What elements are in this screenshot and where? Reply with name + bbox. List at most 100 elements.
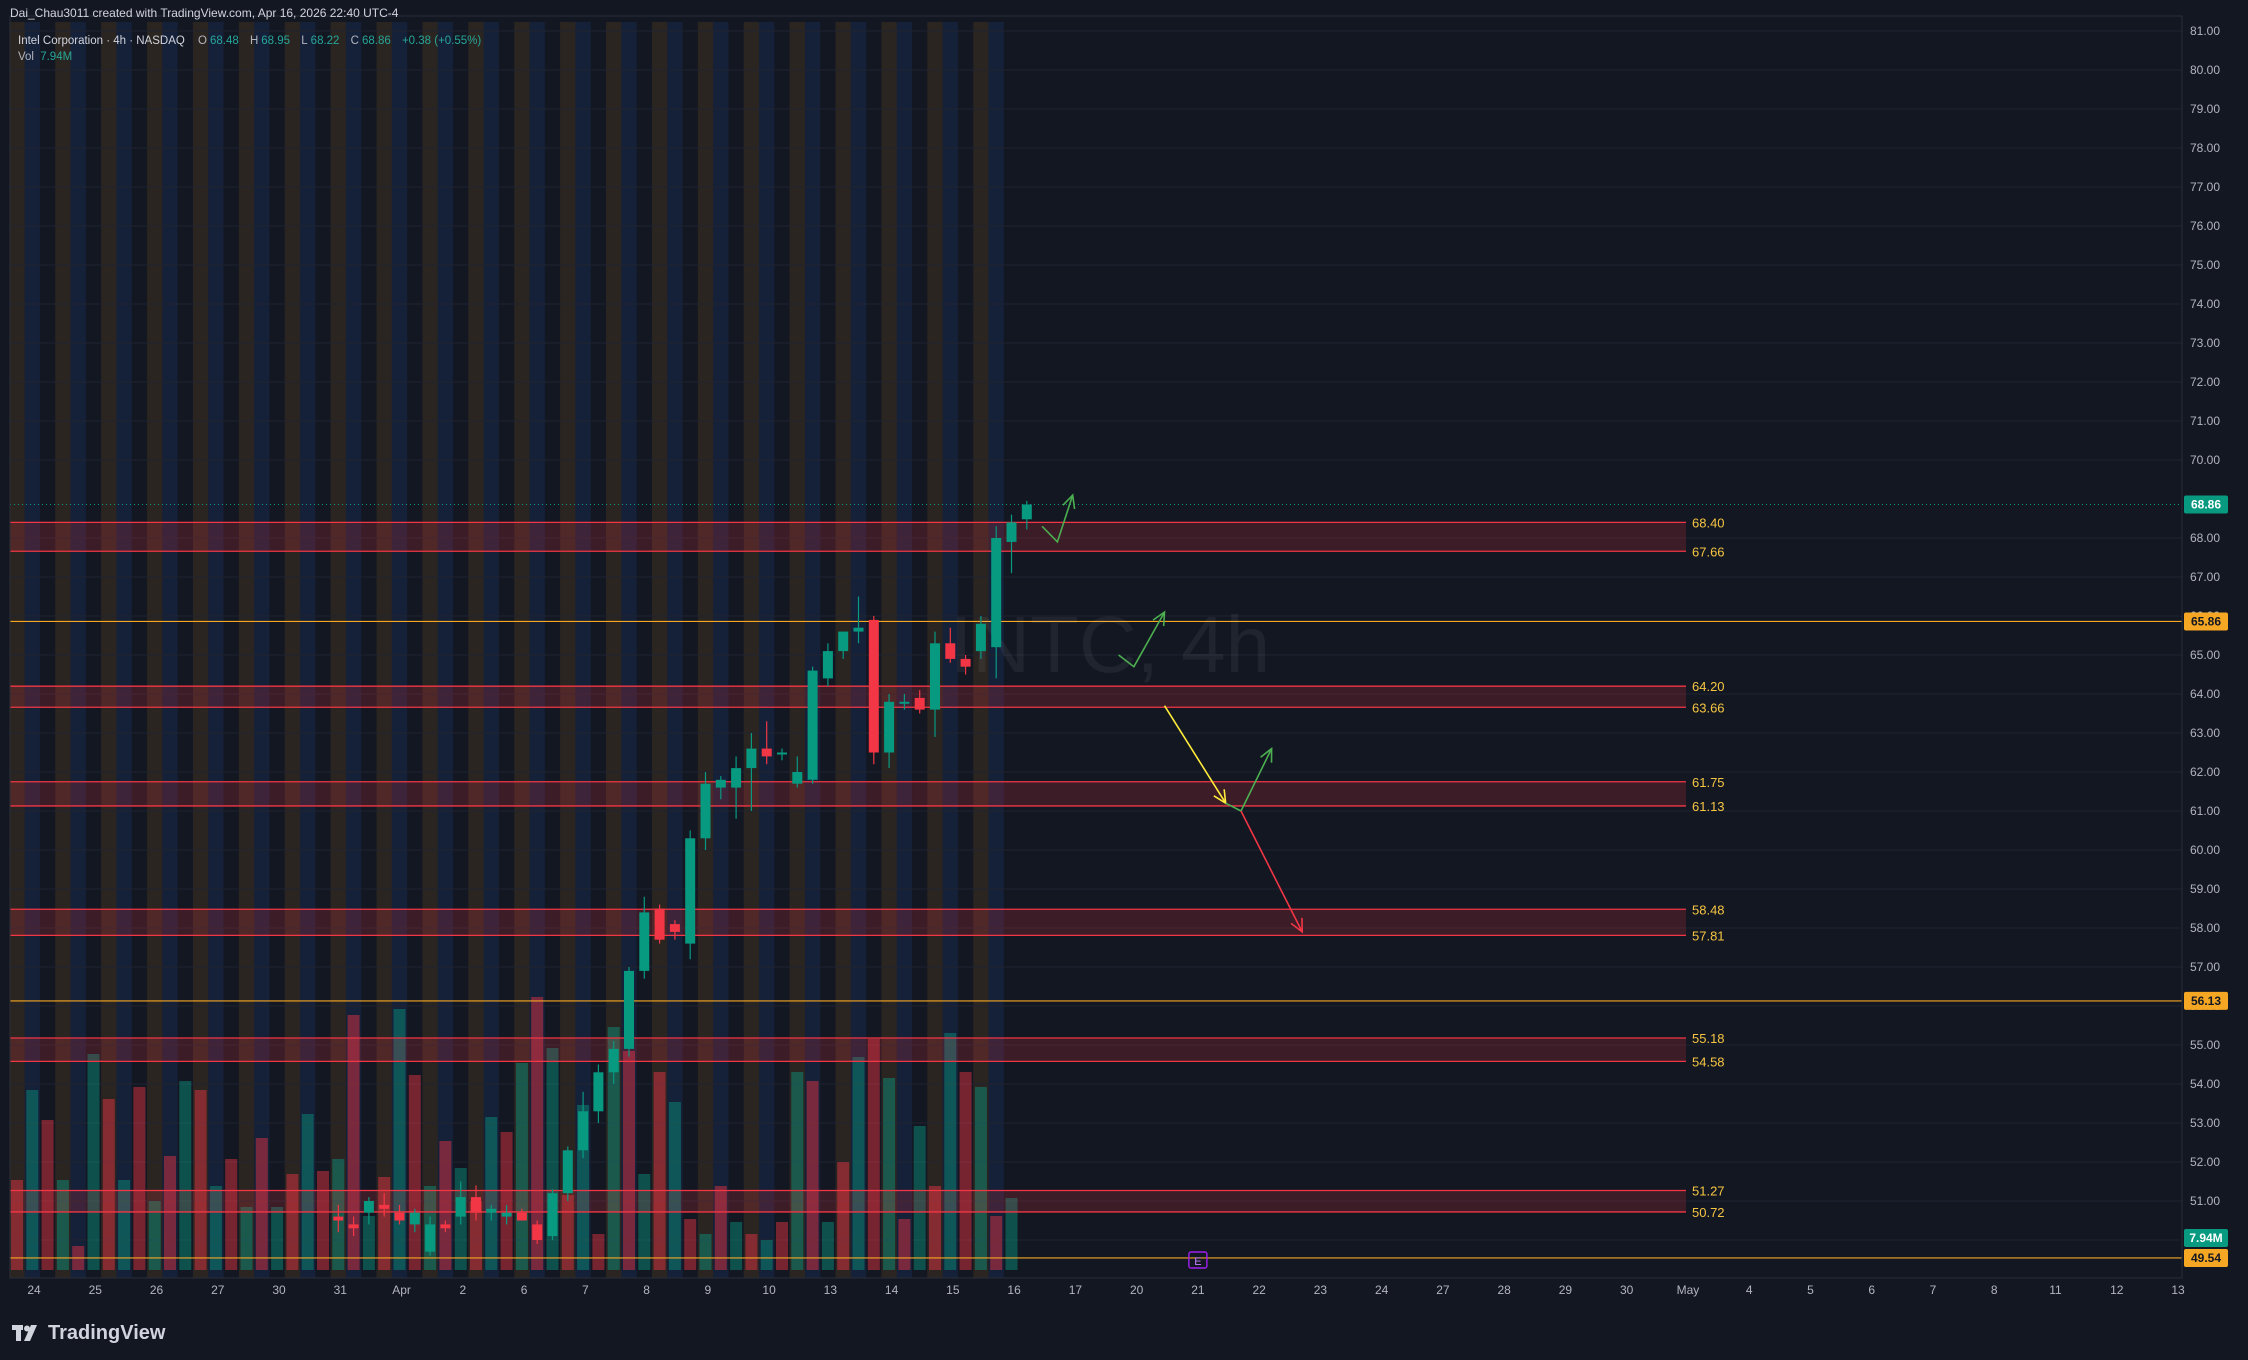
time-tick-label: 4: [1746, 1283, 1753, 1297]
session-stripe: [514, 22, 530, 1278]
candle-body: [975, 623, 986, 652]
volume-bar: [408, 1075, 421, 1270]
candle-body: [930, 643, 940, 710]
session-stripe: [162, 22, 178, 1278]
session-stripe: [70, 22, 86, 1278]
volume-bar: [317, 1171, 329, 1270]
time-tick-label: 24: [1375, 1283, 1389, 1297]
volume-bar: [607, 1027, 620, 1270]
price-axis[interactable]: 81.00 80.00 79.00 78.00 77.00 76.00 75.00 74.00…: [2181, 16, 2220, 1278]
price-tick-label: 62.00: [2190, 765, 2220, 779]
candle-body: [685, 838, 696, 944]
tradingview-logo[interactable]: TradingView: [12, 1322, 165, 1345]
high-label: H: [249, 35, 259, 47]
session-stripe: [376, 22, 392, 1278]
candle-body: [532, 1224, 543, 1240]
time-tick-label: 30: [1620, 1283, 1634, 1297]
low-value: 68.22: [310, 35, 340, 47]
zone-bottom-label: 50.72: [1692, 1205, 1725, 1220]
time-tick-label: 7: [1930, 1283, 1937, 1297]
price-badge-label: 49.54: [2191, 1251, 2221, 1265]
price-badges: 68.86 65.86 56.13 7.94M 49.54: [2184, 495, 2228, 1267]
footer-bar: TradingView: [0, 1302, 2248, 1360]
candle-body: [822, 651, 833, 679]
volume-bar: [944, 1033, 957, 1270]
session-stripe: [621, 22, 637, 1278]
volume-bar: [776, 1222, 788, 1270]
volume-bar: [378, 1177, 391, 1270]
price-tick-label: 67.00: [2190, 570, 2220, 584]
session-stripe: [116, 22, 132, 1278]
price-tick-label: 76.00: [2190, 219, 2220, 233]
price-tick-label: 51.00: [2190, 1194, 2220, 1208]
zone-top-label: 58.48: [1692, 902, 1725, 917]
volume-bar: [26, 1090, 39, 1270]
volume-bar: [255, 1138, 268, 1270]
candle-body: [348, 1224, 359, 1229]
volume-bar: [623, 1051, 635, 1270]
volume-bar: [11, 1180, 23, 1270]
volume-bar: [959, 1072, 972, 1270]
candle-body: [624, 970, 634, 1049]
price-tick-label: 57.00: [2190, 960, 2220, 974]
candle-body: [945, 643, 956, 659]
projection-arrow-line: [1041, 494, 1074, 544]
price-tick-label: 68.00: [2190, 531, 2220, 545]
session-stripe: [24, 22, 40, 1278]
volume-bar: [393, 1009, 406, 1270]
volume-bar: [806, 1081, 819, 1270]
time-tick-label: 27: [1436, 1283, 1450, 1297]
zone-band: [10, 686, 1686, 708]
session-stripe: [330, 22, 346, 1278]
zone-band: [10, 909, 1686, 936]
close-value: 68.86: [361, 35, 391, 47]
author-line: Dai_Chau3011 created with TradingView.co…: [10, 6, 399, 20]
candle-body: [746, 748, 757, 769]
volume-bar: [515, 1063, 528, 1270]
event-marker: [1188, 1251, 1208, 1269]
session-stripe: [713, 22, 729, 1278]
candle-body: [501, 1212, 512, 1217]
time-tick-label: Apr: [392, 1283, 411, 1297]
price-chart[interactable]: 68.40 67.66 64.20 63.66 61.75 61.13 58.48 57.81…: [0, 0, 2248, 1302]
volume-bar: [638, 1174, 651, 1270]
session-stripe: [437, 22, 454, 1278]
price-tick-label: 53.00: [2190, 1116, 2220, 1130]
volume-bar: [684, 1219, 697, 1270]
session-stripe: [391, 22, 408, 1278]
zone-band: [10, 1190, 1686, 1212]
time-tick-label: 20: [1130, 1283, 1144, 1297]
change-value: +0.38 (+0.55%): [401, 35, 482, 47]
candle-body: [807, 670, 818, 780]
candle-body: [394, 1212, 405, 1221]
candle-body: [562, 1150, 573, 1194]
candle-body: [363, 1201, 374, 1213]
time-tick-label: 13: [824, 1283, 838, 1297]
volume-bar: [271, 1207, 284, 1270]
zone-top-label: 51.27: [1692, 1183, 1725, 1198]
price-badge-label: 68.86: [2191, 497, 2221, 511]
time-tick-label: 28: [1497, 1283, 1511, 1297]
volume-bar: [898, 1219, 911, 1270]
time-tick-label: 17: [1069, 1283, 1083, 1297]
session-stripe: [192, 22, 209, 1278]
volume-bar: [990, 1216, 1003, 1270]
price-badge: [2184, 1229, 2228, 1247]
candle-body: [899, 701, 910, 704]
volume-bar: [240, 1207, 253, 1270]
price-tick-label: 63.00: [2190, 726, 2220, 740]
time-tick-label: 13: [2171, 1283, 2185, 1297]
volume-bar: [87, 1054, 100, 1270]
volume-bar: [714, 1186, 727, 1270]
session-stripe: [896, 22, 913, 1278]
price-tick-label: 60.00: [2190, 843, 2220, 857]
time-tick-label: 7: [582, 1283, 589, 1297]
projection-arrow-head: [1260, 746, 1273, 763]
candle-body: [516, 1212, 527, 1221]
volume-bar: [439, 1141, 452, 1270]
horizontal-levels: [10, 503, 2182, 1259]
zone-bottom-label: 67.66: [1692, 544, 1725, 559]
session-stripe: [529, 22, 545, 1278]
chart-watermark: INTC, 4h: [950, 600, 1270, 689]
candle-body: [654, 908, 665, 940]
